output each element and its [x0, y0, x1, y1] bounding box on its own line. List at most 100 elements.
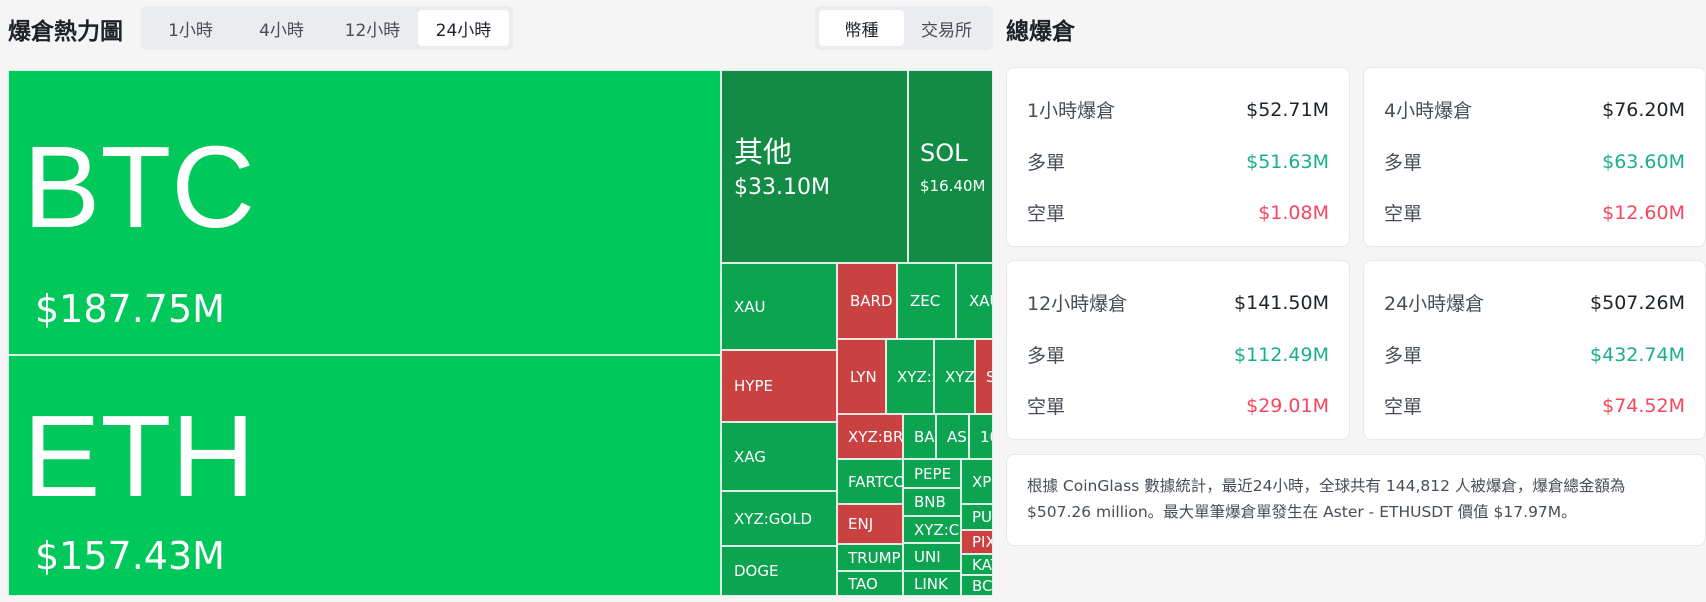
long-value: $112.49M	[1234, 343, 1329, 366]
tile-coin-label: XP	[972, 472, 992, 491]
tile-eth-value: $157.43M	[35, 534, 225, 578]
tile-coin[interactable]: FARTCO	[837, 459, 903, 504]
tile-coin-label: TAO	[848, 574, 878, 593]
tab-4h[interactable]: 4小時	[259, 20, 304, 41]
tile-coin-label: PUN	[972, 508, 993, 526]
tile-coin-label: AS	[947, 427, 967, 446]
tile-sol-symbol: SOL	[920, 139, 968, 167]
tile-coin-label: ZEC	[910, 292, 941, 310]
tile-coin[interactable]: TAO	[837, 571, 903, 596]
tile-coin[interactable]: 10	[969, 414, 993, 459]
tile-coin-label: XYZ:C	[914, 520, 960, 539]
tile-coin[interactable]: BNB	[903, 488, 961, 516]
tile-coin-label: S	[986, 368, 992, 386]
tile-coin-label: FARTCO	[848, 472, 903, 491]
short-value: $1.08M	[1258, 201, 1329, 224]
tile-coin[interactable]: XYZ:GOLD	[721, 491, 837, 546]
card-period: 4小時爆倉	[1384, 100, 1473, 122]
tab-exchange[interactable]: 交易所	[921, 20, 972, 41]
tile-coin[interactable]: XYZ	[934, 339, 975, 414]
summary-line-1: 根據 CoinGlass 數據統計，最近24小時，全球共有 144,812 人被…	[1027, 477, 1626, 495]
tile-coin[interactable]: XYZ:C	[903, 516, 961, 543]
time-range-tabs: 1小時 4小時 12小時 24小時	[141, 6, 513, 50]
tile-coin-label: XAU	[734, 297, 766, 316]
tile-coin[interactable]: KAT	[961, 554, 993, 575]
tile-coin[interactable]: ENJ	[837, 504, 903, 544]
tile-coin-label: XYZ:GOLD	[734, 509, 813, 528]
tile-other[interactable]: 其他 $33.10M	[721, 70, 908, 263]
short-value: $74.52M	[1602, 394, 1685, 417]
tile-coin-label: BNB	[914, 493, 946, 511]
tile-coin-label: PEPE	[914, 464, 952, 483]
tile-coin[interactable]: ZEC	[897, 263, 956, 339]
tile-coin-label: XYZ	[945, 367, 975, 386]
tile-coin-label: ENJ	[848, 515, 874, 533]
group-by-tabs: 幣種 交易所	[815, 6, 993, 50]
tile-coin[interactable]: AS	[936, 414, 969, 459]
liquidation-summary: 根據 CoinGlass 數據統計，最近24小時，全球共有 144,812 人被…	[1006, 454, 1706, 546]
tile-coin[interactable]: XAU	[721, 263, 837, 350]
tile-coin[interactable]: XYZ:BRE	[837, 414, 903, 459]
tile-coin[interactable]: BARD	[837, 263, 897, 339]
tab-12h[interactable]: 12小時	[344, 20, 401, 41]
liquidation-card-1h: 1小時爆倉 $52.71M 多單 $51.63M 空單 $1.08M	[1006, 67, 1350, 247]
tab-1h[interactable]: 1小時	[168, 20, 213, 41]
tile-coin[interactable]: LYN	[837, 339, 886, 414]
card-total: $141.50M	[1234, 291, 1329, 314]
short-label: 空單	[1384, 396, 1423, 418]
summary-line-2: $507.26 million。最大單筆爆倉單發生在 Aster - ETHUS…	[1027, 503, 1577, 521]
tile-coin[interactable]: PUN	[961, 504, 993, 530]
card-total: $507.26M	[1590, 291, 1685, 314]
tile-coin[interactable]: S	[975, 339, 993, 414]
tile-coin-label: BCH	[972, 576, 993, 595]
tile-coin-label: BA	[914, 427, 935, 446]
tile-eth[interactable]: ETH $157.43M	[8, 355, 721, 596]
tile-coin[interactable]: PIXE	[961, 530, 993, 554]
long-value: $51.63M	[1246, 150, 1329, 173]
tile-coin-label: LINK	[914, 574, 948, 593]
liquidation-treemap: BTC $187.75M ETH $157.43M 其他 $33.10M SOL…	[8, 70, 993, 596]
tile-sol-value: $16.40M	[920, 177, 986, 195]
tab-24h[interactable]: 24小時	[418, 10, 509, 46]
card-period: 1小時爆倉	[1027, 100, 1116, 122]
card-total: $76.20M	[1602, 98, 1685, 121]
tile-coin[interactable]: XAU	[956, 263, 993, 339]
liquidation-card-4h: 4小時爆倉 $76.20M 多單 $63.60M 空單 $12.60M	[1363, 67, 1706, 247]
long-value: $63.60M	[1602, 150, 1685, 173]
tile-coin-label: LYN	[850, 367, 877, 386]
tile-coin[interactable]: DOGE	[721, 546, 837, 596]
short-value: $12.60M	[1602, 201, 1685, 224]
tile-coin[interactable]: UNI	[903, 543, 961, 571]
tile-coin-label: PIXE	[972, 533, 992, 551]
card-period: 12小時爆倉	[1027, 293, 1128, 315]
card-period: 24小時爆倉	[1384, 293, 1485, 315]
card-total: $52.71M	[1246, 98, 1329, 121]
short-value: $29.01M	[1246, 394, 1329, 417]
tile-other-symbol: 其他	[734, 135, 793, 169]
tile-btc[interactable]: BTC $187.75M	[8, 70, 721, 355]
tile-coin[interactable]: BA	[903, 414, 936, 459]
tile-coin[interactable]: XP	[961, 459, 993, 504]
tile-coin[interactable]: HYPE	[721, 350, 837, 422]
tile-coin[interactable]: XAG	[721, 422, 837, 491]
tile-coin-label: XYZ:S	[897, 367, 933, 386]
tile-coin[interactable]: LINK	[903, 571, 961, 596]
tab-coin[interactable]: 幣種	[819, 10, 904, 46]
liquidation-card-24h: 24小時爆倉 $507.26M 多單 $432.74M 空單 $74.52M	[1363, 260, 1706, 440]
short-label: 空單	[1384, 203, 1423, 225]
tile-btc-symbol: BTC	[23, 122, 255, 252]
long-label: 多單	[1384, 152, 1423, 174]
tile-coin[interactable]: TRUMP	[837, 544, 903, 571]
total-liquidation-title: 總爆倉	[1006, 19, 1075, 45]
tile-coin-label: BARD	[850, 292, 893, 310]
long-label: 多單	[1027, 345, 1066, 367]
tile-coin[interactable]: BCH	[961, 575, 993, 596]
tile-coin[interactable]: XYZ:S	[886, 339, 934, 414]
tile-coin[interactable]: PEPE	[903, 459, 961, 488]
long-label: 多單	[1384, 345, 1423, 367]
tile-sol[interactable]: SOL $16.40M	[908, 70, 993, 263]
tile-coin-label: XYZ:BRE	[848, 427, 903, 446]
liquidation-card-12h: 12小時爆倉 $141.50M 多單 $112.49M 空單 $29.01M	[1006, 260, 1350, 440]
long-value: $432.74M	[1590, 343, 1685, 366]
tile-btc-value: $187.75M	[35, 287, 225, 331]
